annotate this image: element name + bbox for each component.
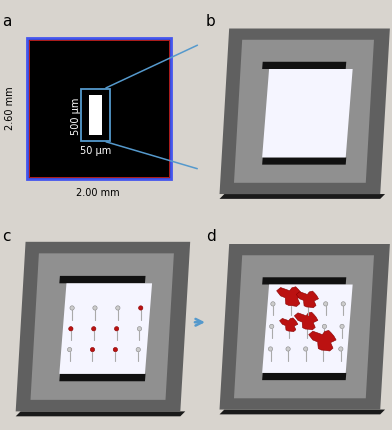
Circle shape — [114, 327, 119, 331]
Text: a: a — [2, 14, 11, 29]
Circle shape — [322, 325, 327, 329]
Text: b: b — [206, 14, 216, 29]
Text: 2.00 mm: 2.00 mm — [76, 187, 120, 197]
Polygon shape — [16, 242, 190, 412]
Circle shape — [303, 347, 308, 351]
Polygon shape — [309, 331, 336, 351]
Circle shape — [116, 306, 120, 310]
Circle shape — [93, 306, 97, 310]
Polygon shape — [59, 374, 145, 381]
Circle shape — [137, 327, 142, 331]
Circle shape — [138, 306, 143, 310]
Bar — [29, 41, 169, 178]
Circle shape — [271, 302, 275, 306]
Circle shape — [269, 347, 273, 351]
Circle shape — [323, 302, 328, 306]
Polygon shape — [262, 158, 346, 165]
Polygon shape — [296, 292, 319, 308]
Polygon shape — [279, 318, 298, 332]
Bar — [89, 96, 102, 136]
Circle shape — [340, 325, 344, 329]
Circle shape — [67, 347, 72, 352]
Polygon shape — [262, 278, 346, 285]
Polygon shape — [59, 284, 152, 374]
Polygon shape — [59, 276, 145, 284]
Circle shape — [286, 347, 290, 351]
Circle shape — [90, 347, 94, 352]
Polygon shape — [234, 256, 374, 398]
Polygon shape — [262, 373, 346, 380]
Text: d: d — [206, 229, 216, 244]
Text: 500 μm: 500 μm — [71, 97, 82, 135]
Polygon shape — [262, 70, 353, 158]
Polygon shape — [220, 195, 385, 200]
Polygon shape — [220, 410, 385, 415]
Text: 2.60 mm: 2.60 mm — [5, 86, 15, 129]
Polygon shape — [31, 254, 174, 400]
Circle shape — [270, 325, 274, 329]
Circle shape — [113, 347, 118, 352]
Circle shape — [69, 327, 73, 331]
Polygon shape — [220, 244, 390, 410]
Text: 50 μm: 50 μm — [80, 146, 111, 156]
Polygon shape — [262, 63, 346, 70]
Polygon shape — [277, 287, 303, 307]
Circle shape — [341, 302, 345, 306]
Polygon shape — [262, 285, 353, 373]
Text: c: c — [2, 229, 11, 244]
Circle shape — [92, 327, 96, 331]
Circle shape — [339, 347, 343, 351]
Polygon shape — [294, 313, 318, 330]
Polygon shape — [234, 41, 374, 183]
Bar — [82, 90, 110, 142]
Polygon shape — [220, 29, 390, 195]
Bar — [27, 39, 171, 180]
Circle shape — [136, 347, 140, 352]
Circle shape — [70, 306, 74, 310]
Polygon shape — [16, 412, 185, 416]
